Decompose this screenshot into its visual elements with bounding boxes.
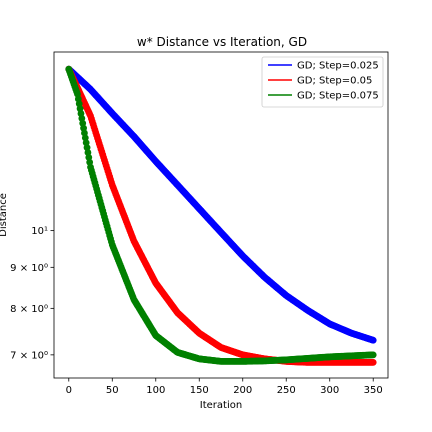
series-1 bbox=[65, 65, 377, 344]
legend-box bbox=[261, 56, 384, 108]
y-tick-label: 10¹ bbox=[31, 226, 48, 237]
y-axis: 7 × 10⁰ 8 × 10⁰ 9 × 10⁰ 10¹ bbox=[10, 226, 54, 361]
x-tick-label: 350 bbox=[364, 385, 383, 396]
x-tick-label: 0 bbox=[66, 385, 72, 396]
series-3 bbox=[65, 65, 377, 365]
chart-title: w* Distance vs Iteration, GD bbox=[137, 35, 307, 49]
y-axis-label: Distance bbox=[0, 193, 9, 237]
legend: GD; Step=0.025 GD; Step=0.05 GD; Step=0.07… bbox=[261, 56, 384, 108]
data-point bbox=[369, 359, 377, 366]
x-axis: 0 50 100 150 200 250 300 350 bbox=[66, 378, 383, 396]
x-tick-label: 200 bbox=[233, 385, 252, 396]
x-tick-label: 50 bbox=[106, 385, 119, 396]
y-tick-label: 8 × 10⁰ bbox=[10, 304, 48, 315]
data-point bbox=[369, 351, 377, 359]
series-layer bbox=[65, 65, 377, 366]
plot-frame bbox=[53, 51, 389, 379]
x-axis-label: Iteration bbox=[200, 400, 242, 411]
legend-label: GD; Step=0.025 bbox=[297, 61, 379, 72]
x-tick-label: 250 bbox=[277, 385, 296, 396]
y-tick-label: 9 × 10⁰ bbox=[10, 263, 48, 274]
legend-label: GD; Step=0.075 bbox=[297, 91, 379, 102]
x-tick-label: 300 bbox=[320, 385, 339, 396]
data-point bbox=[369, 336, 377, 344]
legend-label: GD; Step=0.05 bbox=[297, 76, 372, 87]
y-tick-label: 7 × 10⁰ bbox=[10, 350, 48, 361]
x-tick-label: 150 bbox=[190, 385, 209, 396]
x-tick-label: 100 bbox=[146, 385, 165, 396]
